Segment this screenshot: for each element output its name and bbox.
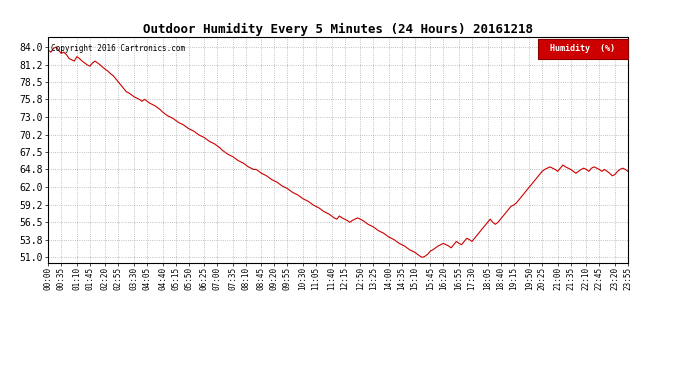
- Text: Humidity  (%): Humidity (%): [551, 44, 615, 53]
- Text: Copyright 2016 Cartronics.com: Copyright 2016 Cartronics.com: [51, 44, 186, 53]
- Bar: [538, 39, 628, 59]
- Title: Outdoor Humidity Every 5 Minutes (24 Hours) 20161218: Outdoor Humidity Every 5 Minutes (24 Hou…: [143, 23, 533, 36]
